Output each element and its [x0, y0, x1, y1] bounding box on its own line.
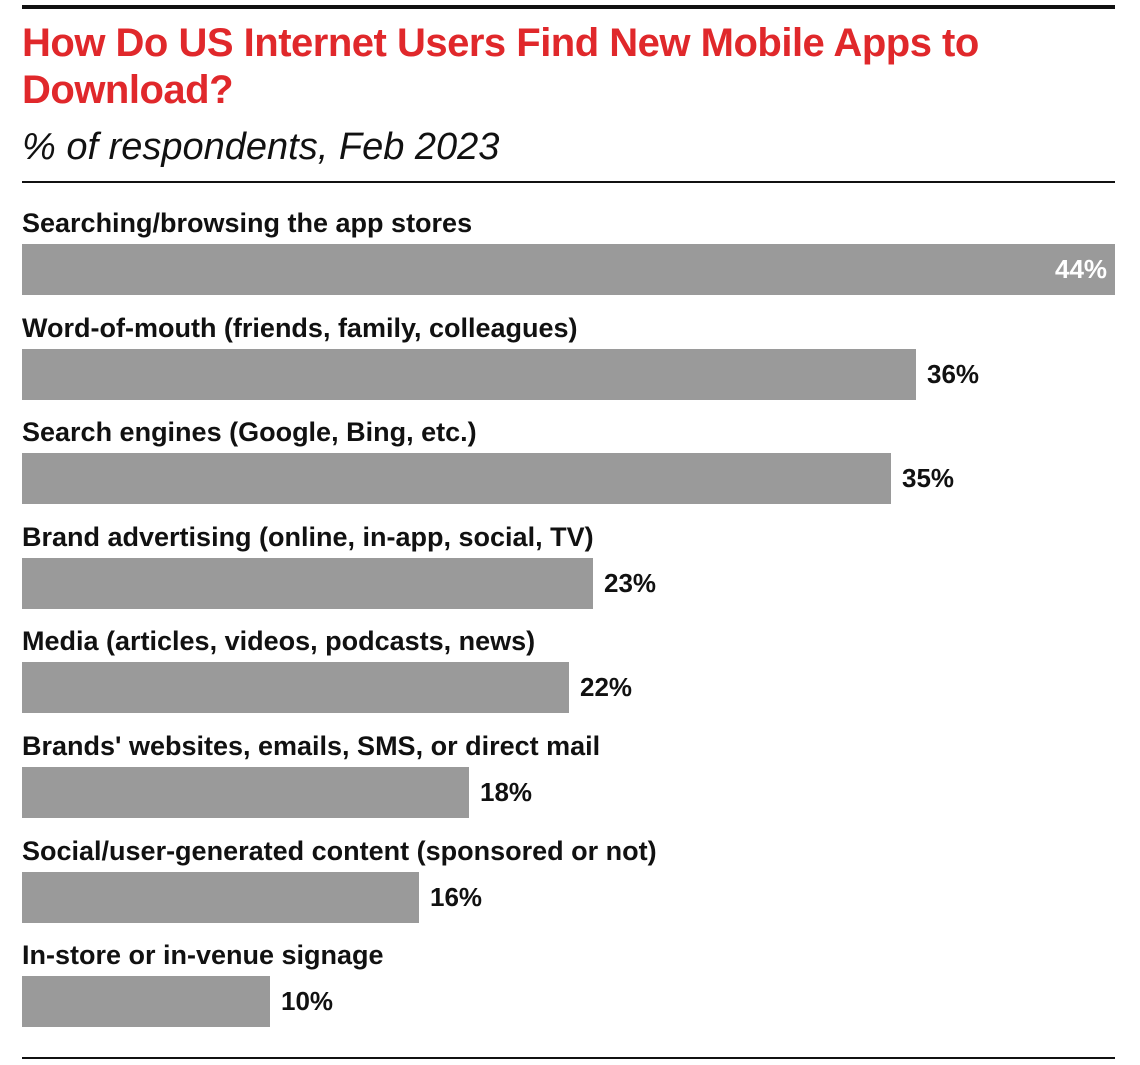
bar: [22, 349, 916, 400]
value-label: 36%: [927, 359, 980, 389]
value-label: 23%: [604, 568, 657, 598]
chart-title: How Do US Internet Users Find New Mobile…: [22, 21, 979, 112]
category-label: Social/user-generated content (sponsored…: [22, 836, 657, 866]
category-label: Searching/browsing the app stores: [22, 208, 473, 238]
chart-subtitle: % of respondents, Feb 2023: [22, 126, 500, 168]
bottom-rule: [22, 1057, 1115, 1059]
value-label: 16%: [430, 882, 483, 912]
header-divider: [22, 181, 1115, 183]
bar: [22, 453, 891, 504]
value-label: 10%: [281, 986, 334, 1016]
top-rule: [22, 5, 1115, 9]
category-label: Media (articles, videos, podcasts, news): [22, 626, 536, 656]
category-label: Word-of-mouth (friends, family, colleagu…: [22, 313, 578, 343]
bar: [22, 976, 270, 1027]
bar: [22, 558, 593, 609]
value-label: 18%: [480, 777, 533, 807]
category-label: Brands' websites, emails, SMS, or direct…: [22, 731, 601, 761]
value-label: 44%: [1055, 254, 1108, 284]
bar: [22, 872, 419, 923]
bar: [22, 662, 569, 713]
category-label: In-store or in-venue signage: [22, 940, 384, 970]
category-label: Search engines (Google, Bing, etc.): [22, 417, 477, 447]
value-label: 35%: [902, 463, 955, 493]
category-label: Brand advertising (online, in-app, socia…: [22, 522, 594, 552]
bar: [22, 767, 469, 818]
bar: [22, 244, 1115, 295]
value-label: 22%: [580, 672, 633, 702]
